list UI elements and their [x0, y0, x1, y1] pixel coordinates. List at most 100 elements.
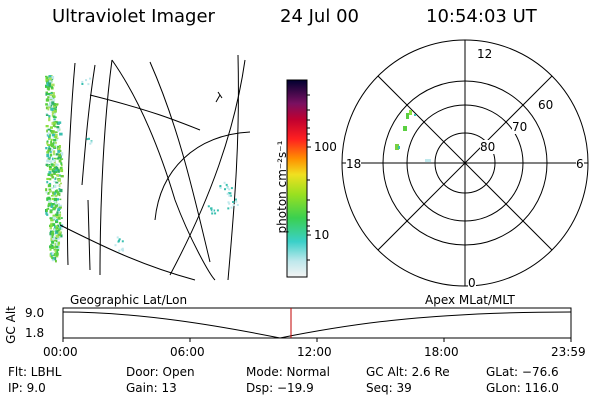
- dayglow-speckle: [118, 239, 120, 242]
- auroral-speckle: [57, 121, 62, 124]
- auroral-speckle: [48, 118, 51, 122]
- auroral-speckle: [57, 191, 60, 194]
- auroral-speckle: [55, 166, 59, 171]
- auroral-speckle: [51, 121, 54, 125]
- auroral-speckle: [48, 171, 52, 174]
- auroral-speckle: [50, 254, 53, 258]
- auroral-speckle: [46, 165, 49, 167]
- auroral-speckle: [57, 218, 61, 220]
- auroral-speckle: [49, 101, 53, 105]
- auroral-speckle: [57, 150, 61, 153]
- dayglow-speckle: [229, 192, 232, 195]
- dayglow-speckle: [121, 240, 124, 243]
- auroral-speckle: [57, 208, 60, 212]
- auroral-speckle: [55, 204, 57, 208]
- auroral-speckle: [57, 179, 61, 182]
- auroral-speckle: [54, 112, 56, 115]
- auroral-speckle: [51, 243, 54, 245]
- auroral-speckle: [55, 234, 60, 237]
- dayglow-speckle: [90, 141, 93, 144]
- auroral-speckle: [56, 230, 59, 233]
- polar-label-18: 18: [346, 157, 362, 171]
- auroral-speckle: [51, 133, 55, 137]
- auroral-speckle: [58, 214, 61, 217]
- auroral-speckle: [58, 127, 61, 130]
- auroral-emission-polar: [395, 110, 431, 162]
- auroral-speckle: [59, 226, 61, 230]
- auroral-speckle: [49, 134, 51, 138]
- auroral-speckle: [58, 216, 61, 219]
- auroral-speckle: [46, 177, 50, 180]
- auroral-speckle: [51, 195, 54, 197]
- auroral-speckle: [56, 229, 60, 232]
- dayglow-speckle: [226, 186, 229, 189]
- auroral-emission-geographic: [45, 75, 64, 263]
- dayglow-speckle: [118, 249, 121, 252]
- auroral-speckle: [52, 192, 56, 195]
- auroral-speckle: [56, 126, 60, 129]
- auroral-speckle: [55, 244, 59, 248]
- dayglow-speckle: [210, 207, 212, 210]
- auroral-speckle: [55, 236, 58, 239]
- auroral-speckle: [58, 204, 62, 207]
- dayglow-speckle: [223, 181, 226, 184]
- auroral-speckle: [56, 227, 59, 229]
- auroral-speckle: [46, 153, 49, 158]
- auroral-speckle: [51, 203, 55, 206]
- auroral-speckle: [56, 219, 58, 222]
- dayglow-speckle: [235, 200, 238, 203]
- auroral-speckle: [51, 257, 55, 262]
- alt-plot-x-ticks: [62, 338, 572, 342]
- auroral-speckle: [51, 169, 54, 173]
- dayglow-speckle: [219, 186, 222, 189]
- auroral-speckle: [48, 155, 51, 159]
- auroral-speckle: [46, 86, 50, 90]
- auroral-speckle: [58, 205, 62, 209]
- auroral-speckle: [60, 168, 64, 173]
- auroral-speckle: [52, 207, 56, 211]
- alt-plot-xtick-0600: 06:00: [170, 345, 205, 359]
- dayglow-speckle: [85, 79, 87, 82]
- auroral-speckle: [55, 260, 57, 263]
- auroral-speckle: [54, 256, 57, 261]
- auroral-speckle: [49, 153, 53, 157]
- auroral-speckle: [45, 103, 48, 106]
- dayglow-speckle: [213, 209, 216, 212]
- auroral-speckle: [51, 76, 55, 79]
- auroral-speckle: [58, 184, 61, 187]
- auroral-speckle: [55, 220, 59, 224]
- auroral-speckle: [55, 198, 59, 201]
- auroral-speckle: [47, 144, 51, 146]
- auroral-speckle: [46, 140, 49, 143]
- auroral-speckle: [49, 80, 52, 83]
- auroral-speckle: [48, 138, 51, 140]
- auroral-speckle: [54, 225, 56, 229]
- auroral-speckle: [50, 244, 54, 247]
- auroral-speckle: [51, 113, 54, 117]
- auroral-speckle: [57, 156, 61, 159]
- auroral-speckle: [51, 176, 55, 179]
- auroral-speckle: [58, 159, 62, 163]
- dayglow-speckle: [89, 142, 92, 145]
- auroral-speckle: [49, 254, 52, 257]
- dayglow-speckle: [81, 83, 84, 85]
- dayglow-speckle: [229, 194, 232, 197]
- auroral-speckle: [52, 216, 56, 220]
- auroral-speckle: [58, 128, 61, 131]
- auroral-speckle: [56, 211, 59, 214]
- auroral-speckle: [54, 202, 57, 206]
- alt-plot-xtick-2359: 23:59: [551, 345, 586, 359]
- auroral-speckle: [54, 170, 58, 174]
- dayglow-speckle: [219, 185, 222, 187]
- dayglow-speckle: [118, 238, 121, 241]
- footer-flt: Flt: LBHL: [8, 365, 62, 379]
- auroral-speckle: [47, 108, 50, 111]
- auroral-speckle: [51, 232, 55, 235]
- auroral-speckle: [55, 103, 59, 106]
- auroral-speckle: [47, 149, 51, 152]
- auroral-speckle: [57, 241, 60, 245]
- auroral-speckle: [51, 197, 55, 201]
- auroral-speckle: [54, 108, 57, 110]
